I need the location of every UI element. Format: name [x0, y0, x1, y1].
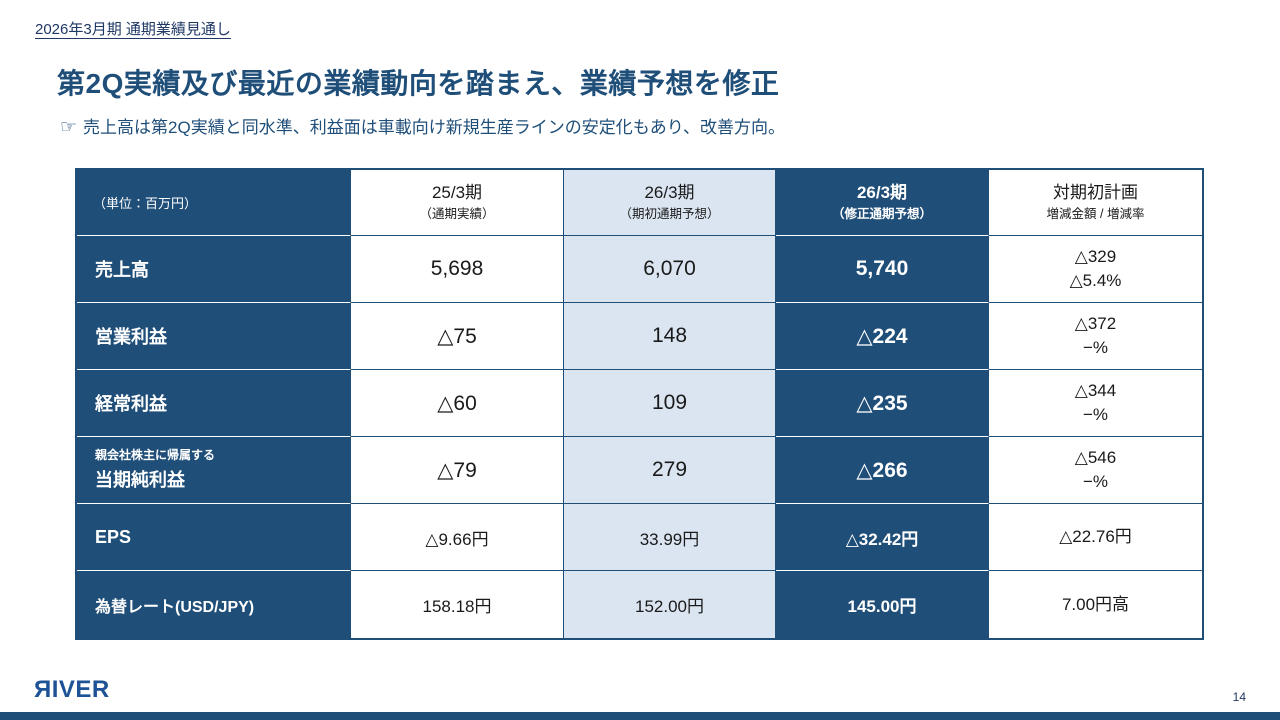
row-label: 売上高 — [77, 236, 351, 303]
cell-prior: 5,698 — [351, 236, 564, 303]
variance-amount: 7.00円高 — [1061, 594, 1130, 614]
row-net-sales: 売上高 5,698 6,070 5,740 △329 △5.4% — [77, 236, 1202, 303]
variance-amount: △22.76円 — [1059, 527, 1132, 547]
cell-initial: 6,070 — [564, 236, 776, 303]
row-eps: EPS △9.66円 33.99円 △32.42円 △22.76円 — [77, 504, 1202, 571]
col-header-line1: 25/3期 — [431, 183, 483, 203]
cell-prior: △79 — [351, 437, 564, 504]
section-label: 2026年3月期 通期業績見通し — [35, 21, 231, 38]
cell-prior: △75 — [351, 303, 564, 370]
cell-variance: △329 △5.4% — [989, 236, 1202, 303]
cell-prior: △60 — [351, 370, 564, 437]
cell-variance: △546 −% — [989, 437, 1202, 504]
cell-variance: △22.76円 — [989, 504, 1202, 571]
page-title: 第2Q実績及び最近の業績動向を踏まえ、業績予想を修正 — [57, 68, 780, 99]
col-header-line1: 対期初計画 — [1053, 183, 1138, 203]
cell-revised: △224 — [776, 303, 989, 370]
forecast-table: （単位：百万円） 25/3期 （通期実績） 26/3期 （期初通期予想） 26/… — [75, 168, 1204, 640]
col-header-revised-forecast: 26/3期 （修正通期予想） — [776, 170, 989, 236]
col-header-line1: 26/3期 — [644, 183, 695, 203]
row-label-note: 親会社株主に帰属する — [95, 448, 216, 463]
col-header-line2: （期初通期予想） — [619, 206, 720, 221]
col-header-line2: 増減金額 / 増減率 — [1046, 206, 1145, 221]
pointing-finger-icon: ☞ — [60, 117, 78, 138]
table-header: （単位：百万円） 25/3期 （通期実績） 26/3期 （期初通期予想） 26/… — [77, 170, 1202, 236]
row-ordinary-profit: 経常利益 △60 109 △235 △344 −% — [77, 370, 1202, 437]
variance-rate: −% — [1082, 338, 1109, 357]
cell-prior: 158.18円 — [351, 571, 564, 638]
variance-amount: △329 — [1074, 247, 1117, 267]
cell-revised: △235 — [776, 370, 989, 437]
col-header-line1: 26/3期 — [856, 183, 908, 203]
cell-initial: 148 — [564, 303, 776, 370]
summary-note-text: 売上高は第2Q実績と同水準、利益面は車載向け新規生産ラインの安定化もあり、改善方… — [83, 118, 786, 137]
cell-revised: △32.42円 — [776, 504, 989, 571]
col-header-line2: （通期実績） — [419, 206, 495, 221]
page-number: 14 — [1232, 690, 1246, 704]
row-label: 為替レート(USD/JPY) — [77, 571, 351, 638]
cell-revised: 145.00円 — [776, 571, 989, 638]
company-logo: ЯIVER — [34, 676, 110, 703]
cell-prior: △9.66円 — [351, 504, 564, 571]
summary-note: ☞ 売上高は第2Q実績と同水準、利益面は車載向け新規生産ラインの安定化もあり、改善… — [60, 113, 785, 139]
variance-rate: −% — [1082, 405, 1109, 424]
unit-label: （単位：百万円） — [77, 170, 351, 236]
cell-revised: △266 — [776, 437, 989, 504]
col-header-prior-year: 25/3期 （通期実績） — [351, 170, 564, 236]
cell-initial: 109 — [564, 370, 776, 437]
row-label: 親会社株主に帰属する 当期純利益 — [77, 437, 351, 504]
variance-rate: −% — [1082, 472, 1109, 491]
table-body: 売上高 5,698 6,070 5,740 △329 △5.4% 営業利益 △7… — [77, 236, 1202, 638]
row-label: 営業利益 — [77, 303, 351, 370]
header-row: （単位：百万円） 25/3期 （通期実績） 26/3期 （期初通期予想） 26/… — [77, 170, 1202, 236]
col-header-line2: （修正通期予想） — [831, 206, 932, 221]
col-header-variance: 対期初計画 増減金額 / 増減率 — [989, 170, 1202, 236]
footer-bar — [0, 712, 1280, 720]
cell-variance: △372 −% — [989, 303, 1202, 370]
variance-amount: △546 — [1074, 448, 1117, 468]
variance-rate: △5.4% — [1069, 271, 1122, 290]
cell-variance: 7.00円高 — [989, 571, 1202, 638]
row-label: EPS — [77, 504, 351, 571]
col-header-initial-forecast: 26/3期 （期初通期予想） — [564, 170, 776, 236]
cell-initial: 279 — [564, 437, 776, 504]
cell-variance: △344 −% — [989, 370, 1202, 437]
variance-amount: △344 — [1074, 381, 1117, 401]
row-net-income: 親会社株主に帰属する 当期純利益 △79 279 △266 △546 −% — [77, 437, 1202, 504]
row-label: 経常利益 — [77, 370, 351, 437]
row-fx-rate: 為替レート(USD/JPY) 158.18円 152.00円 145.00円 7… — [77, 571, 1202, 638]
cell-revised: 5,740 — [776, 236, 989, 303]
cell-initial: 33.99円 — [564, 504, 776, 571]
row-label-main: 当期純利益 — [95, 469, 185, 490]
row-operating-profit: 営業利益 △75 148 △224 △372 −% — [77, 303, 1202, 370]
cell-initial: 152.00円 — [564, 571, 776, 638]
variance-amount: △372 — [1074, 314, 1117, 334]
